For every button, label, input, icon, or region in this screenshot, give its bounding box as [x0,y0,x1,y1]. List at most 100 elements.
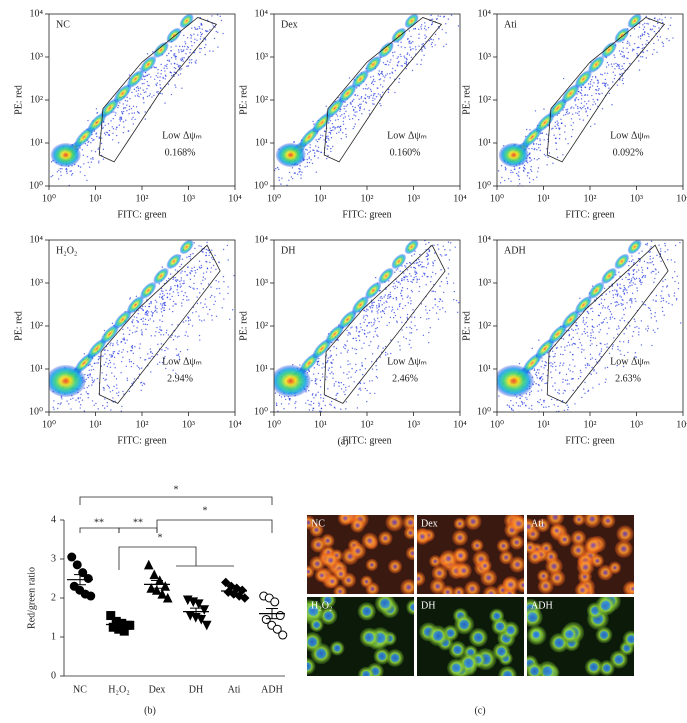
event-dot [419,316,422,319]
event-dot [390,339,392,341]
event-dot [664,245,666,247]
event-dot [633,42,636,45]
event-dot [407,302,410,304]
event-dot [184,292,186,294]
event-dot [406,276,408,278]
event-dot [424,34,426,36]
event-dot [543,153,546,156]
event-dot [410,303,412,305]
event-dot [541,378,544,381]
density-core [352,70,369,88]
cell [498,666,517,676]
event-dot [628,269,630,272]
event-dot [631,292,634,294]
event-dot [294,402,296,404]
event-dot [572,421,573,422]
event-dot [562,77,565,80]
event-dot [510,441,511,442]
event-dot [566,110,568,112]
event-dot [580,351,583,353]
event-dot [573,416,574,417]
event-dot [43,403,44,404]
event-dot [148,95,151,97]
y-tick-label: 10³ [478,51,491,62]
event-dot [104,134,107,136]
event-dot [171,310,174,313]
event-dot [93,139,95,141]
event-dot [594,337,597,339]
event-dot [568,335,570,337]
event-dot [398,77,401,80]
event-dot [198,334,201,337]
event-dot [387,297,389,299]
event-dot [130,360,133,363]
cell [584,658,603,676]
event-dot [365,314,367,317]
event-dot [578,338,581,341]
event-dot [355,363,357,366]
event-dot [105,374,108,376]
event-dot [344,393,346,396]
event-dot [361,329,364,331]
density-core [153,267,169,284]
event-dot [374,80,376,83]
event-dot [379,299,382,302]
event-dot [71,413,72,414]
event-dot [374,330,376,333]
event-dot [643,26,646,28]
y-tick-label: 10⁴ [30,8,44,19]
event-dot [641,281,643,284]
event-dot [506,404,509,406]
event-dot [443,45,445,48]
event-dot [101,413,102,414]
event-dot [288,179,290,181]
event-dot [558,372,561,375]
event-dot [138,347,141,349]
event-dot [526,161,529,164]
event-dot [372,75,374,77]
event-dot [566,404,568,406]
event-dot [623,56,625,58]
event-dot [525,419,526,420]
event-dot [430,280,432,283]
event-dot [349,363,351,365]
event-dot [397,341,399,343]
event-dot [90,158,92,160]
cell [452,529,468,546]
event-dot [289,421,290,422]
event-dot [424,305,427,308]
data-point [270,597,280,607]
event-dot [598,303,601,306]
event-dot [626,40,629,43]
event-dot [84,416,85,417]
event-dot [395,299,398,301]
gate [546,244,669,404]
event-dot [373,324,375,326]
event-dot [418,258,420,261]
event-dot [381,297,383,300]
event-dot [550,398,553,401]
event-dot [128,74,131,76]
event-dot [605,317,607,319]
event-dot [642,24,644,26]
event-dot [445,277,448,279]
event-dot [312,407,314,410]
cell [427,625,449,647]
event-dot [115,134,118,137]
event-dot [172,305,174,307]
event-dot [410,266,412,269]
event-dot [375,375,378,378]
event-dot [187,274,189,276]
event-dot [186,65,188,68]
event-dot [101,372,103,374]
event-dot [150,311,153,313]
event-dot [529,392,531,394]
event-dot [112,128,115,130]
event-dot [383,302,385,304]
event-dot [434,259,436,262]
y-tick-label: 4 [51,514,56,525]
event-dot [431,22,434,24]
event-dot [495,442,496,443]
event-dot [622,77,624,80]
event-dot [181,258,184,260]
